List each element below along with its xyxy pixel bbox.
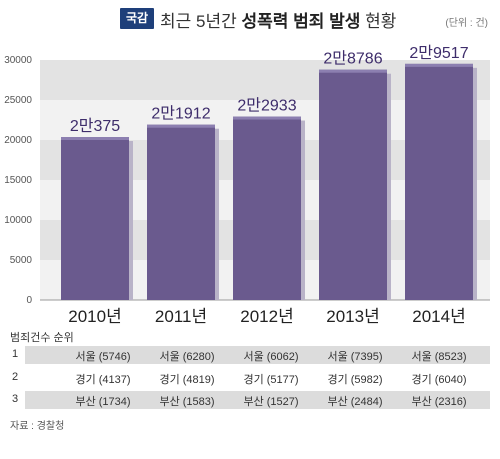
row-background	[25, 391, 490, 409]
rank-cell: 경기 (6040)	[411, 374, 467, 386]
bar-top-highlight	[233, 116, 301, 120]
data-labels: 2만375 2만1912 2만2933 2만8786 2만9517	[70, 44, 469, 135]
unit-label: (단위 : 건)	[445, 18, 488, 29]
data-label: 2만375	[70, 117, 120, 135]
bar	[319, 69, 387, 300]
bar	[405, 63, 473, 300]
y-tick-label: 15000	[4, 175, 32, 186]
ranking-row: 1 서울 (5746) 서울 (6280) 서울 (6062) 서울 (7395…	[0, 346, 500, 364]
bar-top-highlight	[147, 124, 215, 128]
x-tick-label: 2010년	[68, 307, 121, 326]
data-label: 2만8786	[323, 50, 382, 68]
chart-title: 최근 5년간 성폭력 범죄 발생 현황	[160, 7, 396, 32]
rank-cell: 서울 (6062)	[243, 351, 299, 363]
rank-cell: 경기 (4137)	[75, 374, 131, 386]
x-tick-label: 2013년	[326, 307, 379, 326]
bar-chart: 0 5000 10000 15000 20000 25000 30000 2만375 2만19…	[4, 44, 490, 326]
x-tick-label: 2011년	[155, 307, 207, 326]
bars	[61, 63, 477, 300]
title-bold: 성폭력 범죄 발생	[241, 12, 361, 31]
x-tick-label: 2014년	[412, 307, 465, 326]
title-prefix: 최근 5년간	[160, 12, 242, 31]
rank-cell: 부산 (1583)	[159, 396, 215, 408]
ranking-row: 3 부산 (1734) 부산 (1583) 부산 (1527) 부산 (2484…	[0, 391, 500, 409]
badge: 국감	[120, 8, 155, 29]
data-label: 2만2933	[237, 97, 296, 115]
rank-cell: 부산 (1734)	[75, 396, 131, 408]
bar	[233, 116, 301, 300]
data-label: 2만9517	[409, 44, 468, 62]
rank-number: 3	[12, 393, 19, 405]
rank-number: 1	[12, 348, 19, 360]
bar	[61, 137, 129, 300]
rank-cell: 부산 (1527)	[243, 396, 299, 408]
x-axis: 2010년 2011년 2012년 2013년 2014년	[68, 307, 465, 326]
ranking-title: 범죄건수 순위	[10, 332, 74, 344]
rank-cell: 서울 (5746)	[75, 351, 131, 363]
data-label: 2만1912	[151, 105, 210, 123]
rank-number: 2	[12, 371, 19, 383]
bar-top-highlight	[405, 63, 473, 67]
source-note: 자료 : 경찰청	[10, 421, 65, 432]
ranking-row: 2 경기 (4137) 경기 (4819) 경기 (5177) 경기 (5982…	[0, 369, 500, 387]
rank-cell: 서울 (6280)	[159, 351, 215, 363]
rank-cell: 부산 (2316)	[411, 396, 467, 408]
y-tick-label: 5000	[10, 255, 33, 266]
y-tick-label: 10000	[4, 215, 32, 226]
y-tick-label: 0	[26, 295, 32, 306]
row-background	[25, 369, 490, 387]
rank-cell: 서울 (8523)	[411, 351, 467, 363]
rank-cell: 부산 (2484)	[327, 396, 383, 408]
y-axis: 0 5000 10000 15000 20000 25000 30000	[4, 55, 32, 306]
rank-cell: 경기 (5982)	[327, 374, 383, 386]
chart-header: 국감 최근 5년간 성폭력 범죄 발생 현황 (단위 : 건)	[0, 0, 500, 40]
y-tick-label: 30000	[4, 55, 32, 66]
y-tick-label: 20000	[4, 135, 32, 146]
y-tick-label: 25000	[4, 95, 32, 106]
rank-cell: 서울 (7395)	[327, 351, 383, 363]
bar	[147, 124, 215, 300]
rank-cell: 경기 (5177)	[243, 374, 299, 386]
row-background	[25, 346, 490, 364]
bar-top-highlight	[61, 137, 129, 140]
x-tick-label: 2012년	[240, 307, 293, 326]
rank-cell: 경기 (4819)	[159, 374, 215, 386]
bar-top-highlight	[319, 69, 387, 73]
title-suffix: 현황	[360, 12, 397, 31]
